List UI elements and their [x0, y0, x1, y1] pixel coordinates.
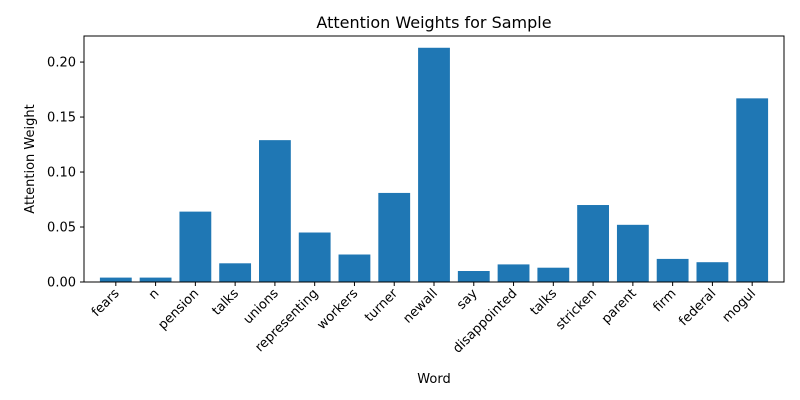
bar-stricken	[577, 205, 609, 282]
x-tick-label: n	[146, 286, 162, 302]
bar-disappointed	[497, 264, 530, 282]
bar-firm	[656, 258, 689, 282]
bar-n	[139, 277, 172, 282]
bar-workers	[338, 254, 371, 282]
x-tick-label: talks	[528, 286, 561, 319]
bar-turner	[378, 192, 411, 282]
bar-talks	[537, 267, 570, 282]
bar-pension	[179, 211, 212, 282]
bar-federal	[696, 262, 729, 282]
y-tick-label: 0.05	[47, 221, 76, 236]
bar-representing	[298, 232, 331, 282]
y-tick-label: 0.00	[47, 276, 76, 291]
bar-talks	[219, 263, 252, 282]
x-tick-label: mogul	[720, 286, 759, 325]
x-tick-label: parent	[599, 286, 640, 327]
bar-say	[457, 271, 490, 282]
bars-group	[99, 47, 769, 283]
x-axis-title: Word	[417, 372, 450, 387]
plot-frame	[83, 35, 785, 283]
bar-newall	[418, 47, 450, 283]
y-axis: 0.00 0.05 0.10 0.15 0.20	[47, 56, 84, 291]
x-tick-label: federal	[676, 286, 719, 329]
x-tick-label: newall	[400, 286, 440, 326]
y-tick-label: 0.20	[47, 56, 76, 71]
bar-unions	[259, 140, 291, 282]
x-tick-label: stricken	[553, 286, 600, 333]
bar-parent	[616, 224, 649, 282]
chart-title: Attention Weights for Sample	[316, 13, 551, 32]
x-tick-label: firm	[650, 286, 679, 315]
y-tick-label: 0.10	[47, 166, 76, 181]
x-tick-label: pension	[155, 286, 202, 333]
bar-mogul	[736, 98, 769, 282]
x-tick-label: fears	[89, 286, 123, 320]
x-tick-label: say	[454, 286, 481, 313]
x-tick-label: turner	[362, 286, 401, 325]
x-tick-label: talks	[209, 286, 242, 319]
y-axis-title: Attention Weight	[23, 104, 38, 213]
y-tick-label: 0.15	[47, 111, 76, 126]
bar-fears	[99, 277, 132, 282]
x-tick-label: workers	[315, 286, 362, 333]
